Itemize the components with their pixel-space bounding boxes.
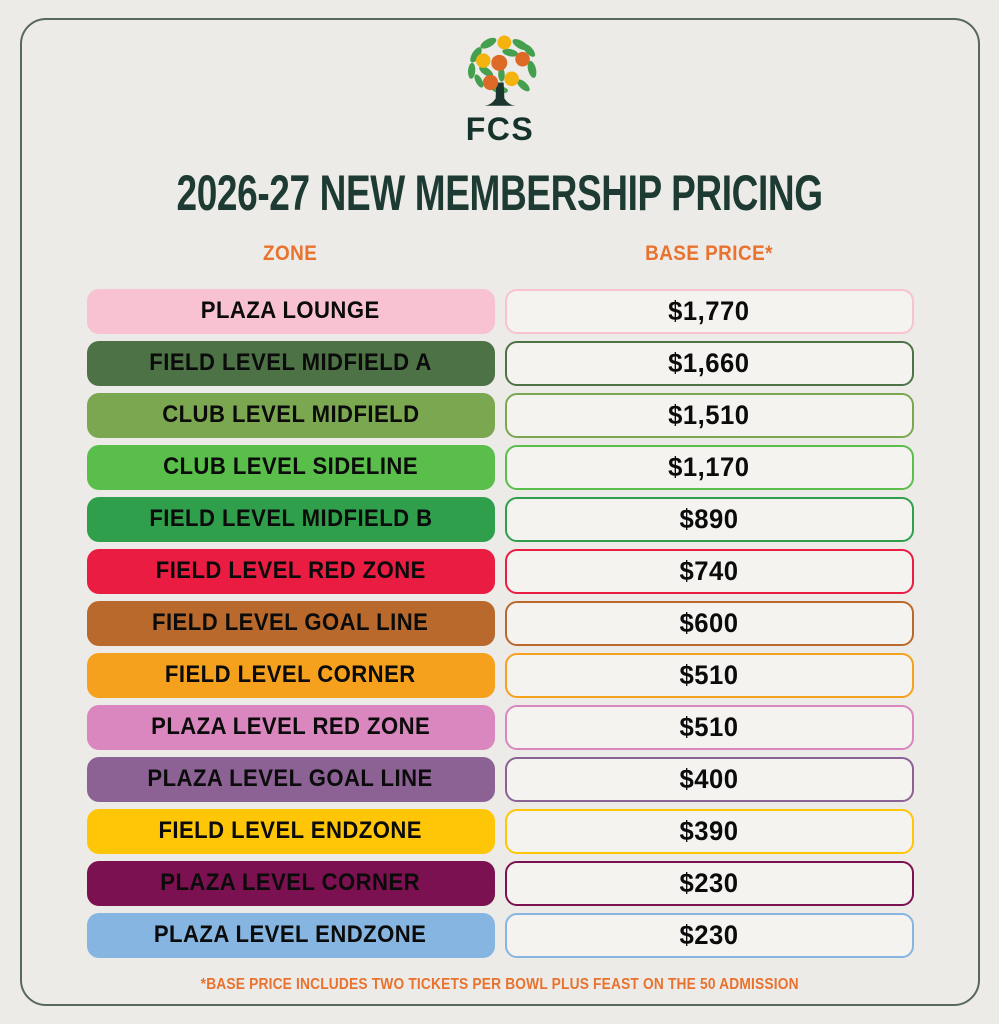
zone-pill: FIELD LEVEL RED ZONE	[86, 548, 495, 594]
table-row: FIELD LEVEL MIDFIELD B $890	[86, 496, 914, 542]
zone-label: CLUB LEVEL MIDFIELD	[161, 401, 420, 429]
price-value: $1,170	[668, 451, 750, 482]
zone-pill: FIELD LEVEL CORNER	[86, 652, 495, 698]
price-box: $1,770	[504, 288, 914, 334]
page-title: 2026-27 NEW MEMBERSHIP PRICING	[176, 164, 824, 221]
price-value: $600	[679, 607, 739, 638]
zone-label: FIELD LEVEL ENDZONE	[158, 817, 423, 845]
price-box: $400	[504, 756, 914, 802]
zone-pill: FIELD LEVEL ENDZONE	[86, 808, 495, 854]
price-box: $510	[504, 652, 914, 698]
price-box: $740	[504, 548, 914, 594]
price-value: $230	[679, 867, 739, 898]
price-box: $390	[504, 808, 914, 854]
price-value: $1,510	[668, 399, 750, 430]
zone-pill: PLAZA LEVEL RED ZONE	[86, 704, 495, 750]
price-value: $230	[679, 919, 739, 950]
zone-pill: FIELD LEVEL GOAL LINE	[86, 600, 495, 646]
price-box: $230	[504, 912, 914, 958]
zone-label: FIELD LEVEL MIDFIELD A	[149, 349, 432, 377]
price-value: $740	[679, 555, 739, 586]
price-box: $230	[504, 860, 914, 906]
zone-label: PLAZA LEVEL RED ZONE	[150, 713, 431, 741]
table-row: PLAZA LOUNGE $1,770	[86, 288, 914, 334]
table-row: FIELD LEVEL ENDZONE $390	[86, 808, 914, 854]
logo: FCS	[456, 33, 544, 147]
zone-pill: CLUB LEVEL SIDELINE	[86, 444, 495, 490]
zone-label: FIELD LEVEL MIDFIELD B	[148, 505, 433, 533]
zone-pill: PLAZA LEVEL GOAL LINE	[86, 756, 495, 802]
table-row: PLAZA LEVEL CORNER $230	[86, 860, 914, 906]
table-row: FIELD LEVEL RED ZONE $740	[86, 548, 914, 594]
table-row: FIELD LEVEL MIDFIELD A $1,660	[86, 340, 914, 386]
table-row: PLAZA LEVEL GOAL LINE $400	[86, 756, 914, 802]
price-box: $1,510	[504, 392, 914, 438]
zone-column-header: ZONE	[263, 242, 318, 266]
table-row: FIELD LEVEL GOAL LINE $600	[86, 600, 914, 646]
pricing-table-rows: PLAZA LOUNGE $1,770 FIELD LEVEL MIDFIELD…	[86, 288, 914, 965]
zone-label: FIELD LEVEL RED ZONE	[155, 557, 426, 585]
price-value: $1,770	[668, 295, 750, 326]
zone-label: PLAZA LEVEL GOAL LINE	[147, 765, 434, 793]
pricing-card: FCS 2026-27 NEW MEMBERSHIP PRICING ZONE …	[20, 18, 980, 1006]
zone-pill: PLAZA LOUNGE	[86, 288, 495, 334]
price-value: $1,660	[668, 347, 750, 378]
zone-label: PLAZA LEVEL CORNER	[160, 869, 421, 897]
table-row: CLUB LEVEL MIDFIELD $1,510	[86, 392, 914, 438]
zone-pill: FIELD LEVEL MIDFIELD B	[86, 496, 495, 542]
price-value: $390	[679, 815, 739, 846]
zone-pill: CLUB LEVEL MIDFIELD	[86, 392, 495, 438]
logo-text: FCS	[465, 111, 535, 147]
price-box: $600	[504, 600, 914, 646]
zone-label: FIELD LEVEL GOAL LINE	[152, 609, 429, 637]
fcs-tree-logo-icon	[467, 35, 537, 106]
zone-label: PLAZA LOUNGE	[201, 297, 380, 325]
price-value: $890	[679, 503, 739, 534]
price-box: $1,170	[504, 444, 914, 490]
table-row: CLUB LEVEL SIDELINE $1,170	[86, 444, 914, 490]
column-headers: ZONE BASE PRICE*	[87, 242, 914, 266]
table-row: PLAZA LEVEL ENDZONE $230	[86, 912, 914, 958]
price-value: $400	[679, 763, 739, 794]
price-box: $1,660	[504, 340, 914, 386]
zone-label: CLUB LEVEL SIDELINE	[163, 453, 418, 481]
price-box: $890	[504, 496, 914, 542]
zone-label: PLAZA LEVEL ENDZONE	[154, 921, 427, 949]
zone-pill: FIELD LEVEL MIDFIELD A	[86, 340, 495, 386]
table-row: FIELD LEVEL CORNER $510	[86, 652, 914, 698]
zone-pill: PLAZA LEVEL ENDZONE	[86, 912, 495, 958]
zone-label: FIELD LEVEL CORNER	[165, 661, 416, 689]
price-box: $510	[504, 704, 914, 750]
zone-pill: PLAZA LEVEL CORNER	[86, 860, 495, 906]
footnote: *BASE PRICE INCLUDES TWO TICKETS PER BOW…	[200, 975, 799, 993]
table-row: PLAZA LEVEL RED ZONE $510	[86, 704, 914, 750]
price-value: $510	[679, 711, 739, 742]
price-column-header: BASE PRICE*	[645, 242, 773, 266]
price-value: $510	[679, 659, 739, 690]
